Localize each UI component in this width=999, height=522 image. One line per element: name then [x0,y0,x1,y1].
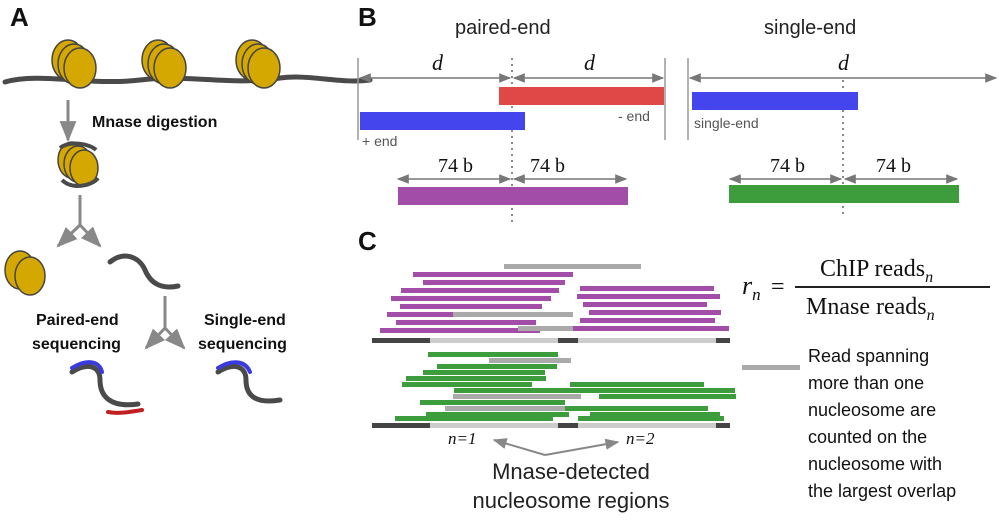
single-nucleosome-bar [729,185,959,203]
single-end-title: single-end [764,17,856,39]
panel-c-label: C [358,226,377,256]
read-green [437,364,557,369]
read-purple [589,310,721,315]
read-purple [380,328,540,333]
read-purple [413,272,573,277]
read-green [599,394,736,399]
read-green [395,416,553,421]
legend-line: nucleosome are [808,400,936,420]
read-purple [423,280,565,285]
read-green [570,382,704,387]
read-purple [577,294,720,299]
read-green [565,406,708,411]
read-green [420,400,565,405]
regions-label-1: Mnase-detected [492,459,650,484]
read-purple [573,326,729,331]
free-nucleosome [4,250,46,296]
panel-b-label: B [358,2,377,32]
read-purple [400,304,542,309]
chip-reads [380,264,729,333]
read-green [600,388,735,393]
read-green [426,412,569,417]
legend-line: Read spanning [808,346,929,366]
read-gray [489,358,571,363]
paired-end-title: paired-end [455,17,551,39]
n1-label: n=1 [448,429,476,448]
read-gray [504,264,641,269]
paired-end-label-1: Paired-end [36,312,119,329]
genome-axis-1 [372,338,730,343]
read-purple [580,286,714,291]
nucleosome-2 [141,39,187,89]
single-d-label: d [838,50,850,75]
mnase-reads [395,352,736,421]
plus-end-read [360,112,525,130]
split-arrow-1 [56,195,102,248]
legend-text: Read spanning more than one nucleosome a… [808,346,956,501]
legend-line: more than one [808,373,924,393]
paired-end-read [69,360,144,415]
free-dna [107,253,181,290]
region-arrow-left [492,438,546,456]
single-end-read [215,360,283,404]
minus-end-read [499,87,664,105]
legend-line: counted on the [808,427,927,447]
ratio-formula: rn = ChIP readsn Mnase readsn [742,256,990,324]
read-green [590,412,720,417]
formula-equals: = [771,274,785,300]
split-arrow-2 [144,296,186,350]
read-gray [445,406,590,411]
svg-text:Mnase readsn: Mnase readsn [806,294,935,324]
single-half-label-left: 74 b [770,155,805,177]
digested-nucleosome [57,141,100,188]
read-green [423,370,545,375]
read-purple [396,320,536,325]
read-green [578,416,724,421]
read-green [454,388,614,393]
read-purple [391,296,551,301]
read-gray [453,312,573,317]
read-purple [580,318,715,323]
single-end-label-1: Single-end [204,312,286,329]
paired-end-label-2: sequencing [32,336,121,353]
legend-line: nucleosome with [808,454,942,474]
read-gray [453,394,581,399]
formula-denominator-sub: n [927,307,935,324]
read-purple [583,302,707,307]
half-len-label-left: 74 b [438,155,473,177]
formula-r: r [742,271,753,300]
formula-numerator-sub: n [925,269,933,286]
svg-text:rn: rn [742,271,761,304]
nucleosome-3 [235,39,281,89]
panel-a-label: A [10,2,29,32]
n2-label: n=2 [626,429,655,448]
region-arrow-right [544,438,620,456]
genome-axis-2 [372,423,730,428]
single-end-read-bar [692,92,858,110]
formula-denominator: Mnase reads [806,294,927,320]
single-half-label-right: 74 b [876,155,911,177]
formula-numerator: ChIP reads [820,256,925,282]
read-purple [401,288,559,293]
regions-label-2: nucleosome regions [473,488,670,513]
read-green [402,382,532,387]
single-end-label-2: sequencing [198,336,287,353]
formula-r-sub: n [752,285,761,304]
d-label-right: d [584,50,596,75]
plus-end-label: + end [362,133,397,149]
paired-nucleosome-bar [398,187,628,205]
mnase-digestion-label: Mnase digestion [92,114,217,131]
d-label-left: d [432,50,444,75]
read-green [406,376,546,381]
legend-line: the largest overlap [808,481,956,501]
half-len-label-right: 74 b [530,155,565,177]
nucleosome-1 [51,39,97,89]
single-end-read-label: single-end [694,115,759,131]
minus-end-label: - end [618,108,650,124]
svg-text:ChIP readsn: ChIP readsn [820,256,933,286]
read-green [428,352,558,357]
legend-gray-read-swatch [742,365,800,370]
